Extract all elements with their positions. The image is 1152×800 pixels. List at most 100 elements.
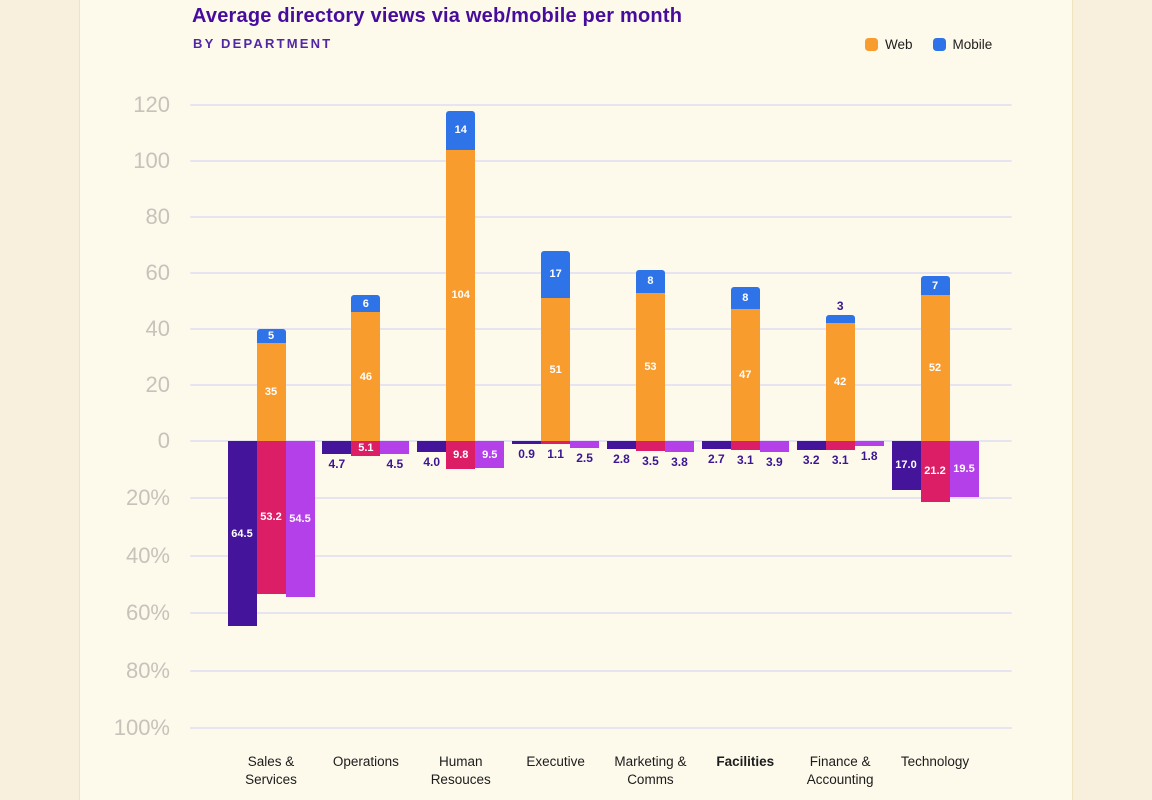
bar-percent-pink xyxy=(256,441,286,594)
bar-percent-violet xyxy=(285,441,315,598)
chart-title: Average directory views via web/mobile p… xyxy=(192,5,683,27)
bar-value-label: 4.0 xyxy=(423,455,441,470)
y-axis-tick-label: 20 xyxy=(145,372,170,397)
bar-percent-purple xyxy=(512,441,542,444)
bar-percent-purple xyxy=(606,441,636,450)
bar-value-label: 52 xyxy=(928,362,942,375)
y-axis-tick-label: 60% xyxy=(125,600,170,626)
x-axis-label: Facilities xyxy=(716,754,775,769)
bar-value-label: 46 xyxy=(359,370,372,383)
bar-mobile xyxy=(730,287,760,310)
bar-value-label: 9.5 xyxy=(482,448,498,461)
bar-percent-purple xyxy=(417,441,447,453)
bar-value-label: 21.2 xyxy=(924,465,946,478)
gridline xyxy=(190,554,1012,557)
bar-value-label: 104 xyxy=(451,289,470,302)
gridline xyxy=(190,612,1012,615)
gridline xyxy=(190,216,1012,218)
bar-mobile xyxy=(825,315,855,324)
bar-value-label: 19.5 xyxy=(953,462,975,475)
bar-percent-violet xyxy=(570,441,600,449)
bar-value-label: 3.2 xyxy=(802,453,820,468)
bar-value-label: 2.5 xyxy=(576,451,593,466)
bar-percent-violet xyxy=(759,441,789,453)
x-axis-label: Finance & Accounting xyxy=(806,754,874,787)
bar-percent-purple xyxy=(322,441,352,455)
bar-value-label: 8 xyxy=(742,292,749,305)
bar-percent-purple xyxy=(796,441,826,451)
x-axis-label: Technology xyxy=(900,754,970,769)
legend: Web Mobile xyxy=(865,37,992,52)
bar-value-label: 64.5 xyxy=(231,527,253,540)
bar-value-label: 6 xyxy=(362,297,369,310)
bar-web xyxy=(730,309,760,441)
legend-swatch-mobile xyxy=(932,38,946,51)
bar-percent-pink xyxy=(730,441,760,450)
bar-value-label: 3.1 xyxy=(831,452,849,467)
bar-percent-purple xyxy=(701,441,731,449)
legend-item-web[interactable]: Web xyxy=(865,37,913,52)
y-axis-tick-label: 80% xyxy=(125,657,170,683)
legend-swatch-web xyxy=(865,38,878,51)
y-axis-tick-label: 60 xyxy=(145,260,170,285)
bar-value-label: 7 xyxy=(931,279,939,292)
bar-value-label: 4.7 xyxy=(328,457,346,472)
x-axis-label: Executive xyxy=(526,754,585,769)
bar-percent-pink xyxy=(446,441,476,470)
bar-value-label: 3.8 xyxy=(671,454,688,469)
chart-subtitle: BY DEPARTMENT xyxy=(193,36,333,51)
bar-value-label: 0.9 xyxy=(518,446,535,461)
bar-value-label: 51 xyxy=(549,363,562,376)
bar-percent-pink xyxy=(635,441,665,452)
bar-percent-violet xyxy=(664,441,694,452)
x-axis-label: Sales & Services xyxy=(245,754,297,787)
bar-web xyxy=(256,343,286,441)
bar-web xyxy=(920,295,950,441)
gridline xyxy=(190,497,1012,500)
bar-value-label: 42 xyxy=(834,376,847,389)
x-axis-label: Marketing & Comms xyxy=(614,754,687,787)
bar-percent-pink xyxy=(825,441,855,450)
gridline xyxy=(190,160,1012,162)
y-axis-tick-label: 0 xyxy=(157,428,170,453)
legend-label: Web xyxy=(885,37,913,52)
bar-value-label: 9.8 xyxy=(453,449,469,462)
y-axis-tick-label: 100% xyxy=(113,715,170,740)
bar-percent-violet xyxy=(854,441,884,447)
bar-value-label: 3.9 xyxy=(765,455,783,470)
y-axis-tick-label: 40% xyxy=(125,542,170,568)
bar-percent-purple xyxy=(891,441,921,490)
bar-value-label: 54.5 xyxy=(289,513,311,526)
gridline xyxy=(190,272,1012,274)
bar-value-label: 53 xyxy=(644,360,657,373)
bar-mobile xyxy=(446,110,476,150)
bar-percent-pink xyxy=(541,441,571,445)
gridline xyxy=(190,440,1012,442)
bar-value-label: 47 xyxy=(739,369,752,382)
bar-percent-violet xyxy=(949,441,979,497)
y-axis-tick-label: 100 xyxy=(133,148,170,173)
y-axis-tick-label: 80 xyxy=(145,204,170,229)
bar-value-label: 2.7 xyxy=(707,451,725,466)
y-axis-tick-label: 20% xyxy=(125,485,170,511)
gridline xyxy=(190,328,1012,330)
bar-web xyxy=(825,323,855,441)
bar-mobile xyxy=(635,270,665,293)
bar-value-label: 2.8 xyxy=(613,452,630,467)
bar-value-label: 3.1 xyxy=(736,452,754,467)
bar-value-label: 4.5 xyxy=(386,456,404,471)
bar-value-label: 3 xyxy=(836,299,844,313)
bar-value-label: 35 xyxy=(264,386,278,398)
bar-value-label: 1.8 xyxy=(860,449,878,464)
bar-value-label: 5.1 xyxy=(358,442,374,455)
bar-value-label: 17.0 xyxy=(895,459,917,472)
bar-web xyxy=(351,312,381,441)
legend-item-mobile[interactable]: Mobile xyxy=(932,37,992,52)
y-axis-tick-label: 40 xyxy=(145,316,170,341)
x-axis-label: Human Resouces xyxy=(430,754,491,787)
bar-value-label: 17 xyxy=(549,268,562,281)
gridline xyxy=(190,384,1012,386)
bar-percent-purple xyxy=(227,441,257,627)
bar-value-label: 53.2 xyxy=(260,511,282,524)
